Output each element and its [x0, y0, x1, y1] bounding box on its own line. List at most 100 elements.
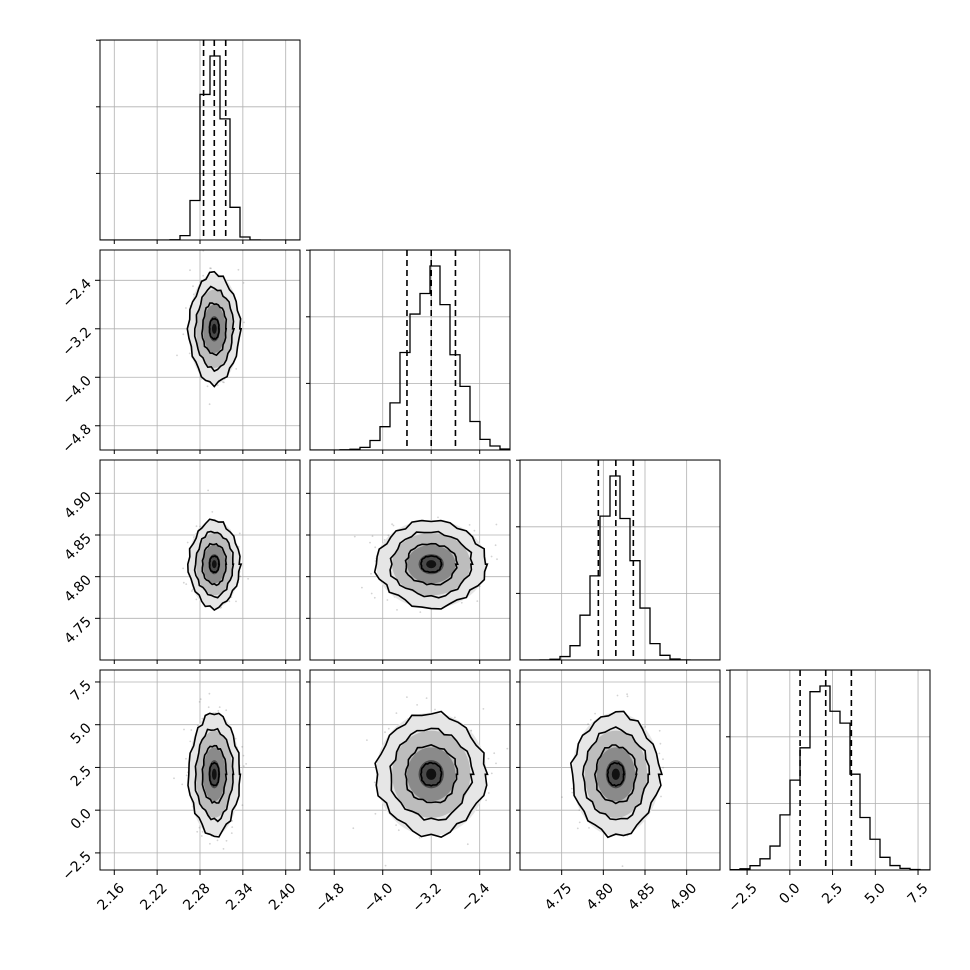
sample-point [626, 693, 628, 696]
sample-point [371, 535, 374, 537]
sample-point [578, 821, 581, 824]
sample-point [662, 766, 664, 769]
contour-line-3 [208, 761, 220, 787]
xtick-label-3-1: 0.0 [776, 880, 803, 907]
sample-point [506, 747, 509, 750]
sample-point [231, 820, 234, 822]
contour-line-1 [193, 285, 236, 373]
ytick-label-2-3: 4.90 [61, 489, 94, 522]
sample-point [437, 516, 439, 519]
xtick-label-0-1: 2.22 [137, 880, 170, 913]
sample-point [384, 864, 387, 867]
histogram-panel-0 [96, 39, 301, 241]
ytick-label-1-0: −4.8 [59, 421, 94, 456]
sample-point [237, 546, 240, 548]
sample-point [198, 826, 201, 829]
sample-point [182, 333, 185, 336]
sample-point [396, 609, 398, 611]
histogram-panel-2 [516, 459, 721, 661]
sample-point [185, 583, 188, 585]
xtick-label-0-3: 2.34 [223, 880, 256, 913]
panel-frame [519, 459, 721, 661]
sample-point [207, 706, 210, 709]
sample-point [434, 708, 436, 711]
xtick-label-1-1: −4.0 [361, 880, 396, 915]
sample-point [454, 716, 456, 719]
sample-point [370, 572, 372, 575]
sample-point [222, 848, 225, 850]
sample-point [189, 269, 191, 272]
contour-line-0 [186, 270, 243, 388]
sample-point [209, 842, 211, 845]
sample-point [231, 826, 234, 828]
contour-line-0 [187, 712, 242, 838]
sample-point [466, 843, 469, 846]
sample-point [185, 307, 187, 309]
ytick-label-2-2: 4.85 [61, 531, 94, 564]
contour-line-0 [373, 519, 489, 610]
sample-point [373, 781, 376, 784]
sample-point [425, 697, 428, 699]
contour-line-1 [581, 726, 651, 821]
panel-frame [309, 249, 511, 451]
xtick-label-3-4: 7.5 [905, 880, 932, 907]
ytick-label-3-4: 7.5 [68, 677, 95, 704]
density-panel-2-3 [519, 669, 721, 871]
sample-point [495, 762, 497, 765]
sample-point [239, 575, 242, 578]
xtick-label-1-2: −3.2 [409, 880, 444, 915]
contour-line-1 [193, 530, 235, 599]
sample-point [395, 824, 397, 826]
sample-point [366, 739, 368, 741]
sample-point [192, 285, 194, 288]
sample-point [384, 731, 386, 734]
sample-point [238, 532, 241, 535]
xtick-label-1-3: −2.4 [458, 880, 493, 915]
sample-point [616, 694, 619, 697]
sample-point [182, 581, 185, 584]
contour-line-3 [606, 761, 626, 787]
contour-line-0 [186, 518, 243, 611]
sample-point [493, 752, 496, 755]
sample-point [228, 600, 231, 603]
histogram-step-3 [730, 685, 930, 870]
density-level-4 [211, 323, 217, 334]
sample-point [369, 541, 371, 544]
sample-point [216, 839, 219, 842]
sample-point [487, 757, 490, 760]
sample-point [395, 712, 398, 714]
sample-point [195, 598, 198, 601]
panel-frame [519, 669, 721, 871]
contour-line-2 [201, 302, 228, 357]
sample-point [406, 696, 408, 698]
sample-point [576, 827, 579, 830]
sample-point [561, 796, 563, 798]
sample-point [199, 525, 201, 528]
sample-point [247, 577, 250, 580]
contour-line-3 [420, 555, 443, 574]
xtick-label-2-0: 4.75 [542, 880, 575, 913]
sample-point [485, 799, 487, 802]
panel-frame [729, 669, 931, 871]
sample-point [216, 384, 219, 386]
sample-point [230, 832, 233, 834]
sample-point [173, 777, 175, 780]
sample-point [495, 523, 498, 526]
histogram-step-2 [520, 475, 720, 660]
sample-point [361, 586, 363, 589]
sample-point [659, 742, 662, 745]
sample-point [241, 745, 244, 748]
sample-point [496, 558, 498, 561]
sample-point [196, 724, 199, 727]
sample-point [589, 719, 592, 721]
sample-point [243, 321, 245, 324]
sample-point [490, 555, 493, 558]
density-level-4 [426, 560, 437, 569]
sample-point [494, 544, 497, 547]
contour-line-2 [201, 542, 228, 587]
sample-point [176, 354, 178, 357]
ytick-label-2-0: 4.75 [61, 614, 94, 647]
sample-point [468, 524, 471, 526]
contour-line-2 [593, 744, 638, 805]
